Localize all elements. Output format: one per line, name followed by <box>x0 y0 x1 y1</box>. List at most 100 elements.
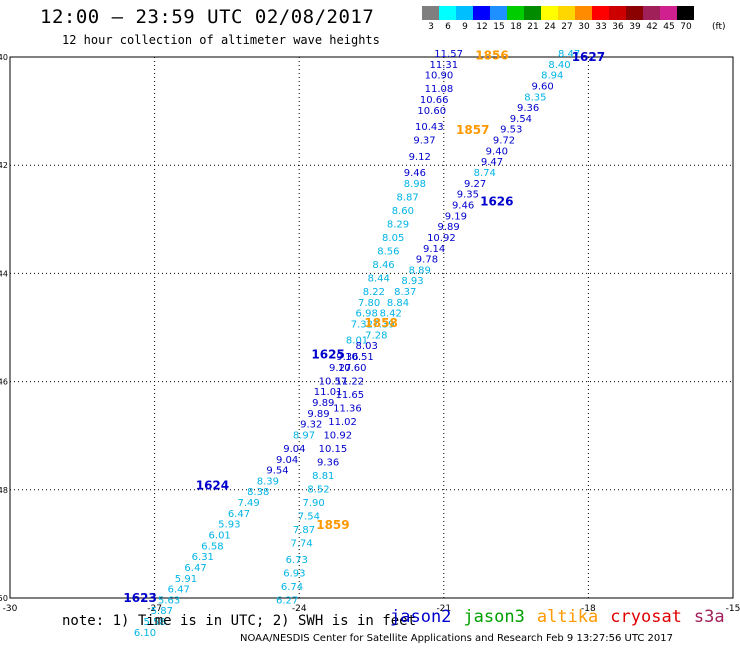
pass-time-label: 1626 <box>480 194 513 208</box>
footer-note: note: 1) Time is in UTC; 2) SWH is in fe… <box>62 613 417 629</box>
swh-data-point: 7.28 <box>365 330 387 341</box>
time-labels-layer: 1856 1627 1857 1626 1858 1625 1624 1859 1623 <box>123 48 605 605</box>
color-scale-label: 30 <box>578 22 590 32</box>
swh-data-point: 9.53 <box>500 125 522 136</box>
color-scale-label: 39 <box>629 22 641 32</box>
swh-data-point: 10.92 <box>323 430 352 441</box>
color-scale-swatch <box>643 6 660 20</box>
swh-data-point: 9.36 <box>317 457 339 468</box>
swh-data-point: 9.60 <box>531 81 553 92</box>
swh-data-point: 6.74 <box>281 582 303 593</box>
swh-data-point: 6.47 <box>228 509 250 520</box>
swh-data-point: 8.40 <box>548 60 570 71</box>
swh-data-point: 8.05 <box>382 233 404 244</box>
swh-data-point: 8.46 <box>372 260 394 271</box>
x-tick-label: -21 <box>436 604 451 614</box>
swh-data-point: 11.22 <box>335 376 364 387</box>
pass-time-label: 1627 <box>572 50 605 64</box>
swh-data-point: 7.90 <box>303 498 325 509</box>
color-scale-label: 18 <box>510 22 522 32</box>
plot-frame <box>9 56 734 599</box>
swh-data-point: 10.60 <box>338 363 367 374</box>
swh-data-point: 9.36 <box>336 352 358 363</box>
points-layer: 11.5711.3110.9011.0810.6610.6010.439.379… <box>134 49 580 639</box>
swh-data-point: 8.56 <box>377 246 399 257</box>
swh-data-point: 10.60 <box>417 106 446 117</box>
color-scale-swatch <box>677 6 694 20</box>
swh-data-point: 6.73 <box>286 555 308 566</box>
color-scale-label: 21 <box>527 22 539 32</box>
swh-data-point: 7.87 <box>293 525 315 536</box>
swh-data-point: 8.81 <box>312 471 334 482</box>
grid-layer <box>10 57 733 598</box>
swh-data-point: 11.01 <box>314 387 343 398</box>
color-scale-swatch <box>524 6 541 20</box>
swh-data-point: 9.89 <box>437 222 459 233</box>
color-scale-label: 6 <box>445 22 451 32</box>
axis-layer: -30 -27 -24 -21 -18 -15 -40 -42 -44 -46 -48 -50 <box>0 53 740 614</box>
y-tick-label: -46 <box>0 378 8 387</box>
legend-item-s3a: s3a <box>693 607 725 627</box>
pass-time-label: 1623 <box>123 591 156 605</box>
color-scale-swatch <box>626 6 643 20</box>
color-scale-label: 36 <box>612 22 624 32</box>
swh-data-point: 10.43 <box>415 122 444 133</box>
footer-credit: NOAA/NESDIS Center for Satellite Applica… <box>240 633 673 644</box>
swh-data-point: 8.42 <box>380 309 402 320</box>
swh-data-point: 5.63 <box>158 595 180 606</box>
swh-data-point: 8.60 <box>392 206 414 217</box>
pass-time-label: 1858 <box>364 316 397 330</box>
swh-data-point: 5.58 <box>143 617 165 628</box>
swh-data-point: 9.54 <box>510 114 532 125</box>
color-scale-swatch <box>609 6 626 20</box>
pass-time-label: 1856 <box>475 48 508 62</box>
swh-data-point: 6.47 <box>168 585 190 596</box>
color-scale-swatch <box>456 6 473 20</box>
x-tick-label: -30 <box>3 604 18 614</box>
color-scale-label: 33 <box>595 22 607 32</box>
swh-data-point: 9.35 <box>457 190 479 201</box>
swh-data-point: 6.10 <box>134 628 156 639</box>
swh-data-point: 8.47 <box>558 49 580 60</box>
swh-data-point: 9.04 <box>276 455 298 466</box>
color-scale-swatch <box>541 6 558 20</box>
swh-data-point: 11.08 <box>425 84 454 95</box>
color-scale-swatch <box>660 6 677 20</box>
swh-data-point: 6.47 <box>184 563 206 574</box>
x-tick-label: -15 <box>726 604 740 614</box>
swh-data-point: 8.97 <box>293 430 315 441</box>
color-scale-swatch <box>490 6 507 20</box>
y-tick-label: -44 <box>0 269 8 278</box>
pass-time-label: 1857 <box>456 123 489 137</box>
swh-data-point: 8.89 <box>409 265 431 276</box>
color-scale-swatch <box>575 6 592 20</box>
swh-data-point: 10.92 <box>427 233 456 244</box>
swh-data-point: 5.91 <box>175 574 197 585</box>
swh-data-point: 8.03 <box>356 341 378 352</box>
legend-item-jason2: jason2 <box>390 607 452 627</box>
swh-data-point: 11.36 <box>333 403 362 414</box>
swh-data-point: 6.58 <box>201 541 223 552</box>
swh-data-point: 9.14 <box>423 244 445 255</box>
swh-data-point: 9.37 <box>413 136 435 147</box>
legend-item-altika: altika <box>536 607 599 627</box>
swh-data-point: 9.36 <box>517 103 539 114</box>
swh-data-point: 8.01 <box>346 336 368 347</box>
swh-data-point: 8.35 <box>524 92 546 103</box>
color-scale-swatch <box>439 6 456 20</box>
swh-data-point: 11.57 <box>434 49 463 60</box>
color-scale-label: 42 <box>646 22 658 32</box>
satellite-legend: jason2 jason3 altika cryosat s3a <box>390 607 737 627</box>
swh-data-point: 9.19 <box>445 211 467 222</box>
legend-item-jason3: jason3 <box>463 607 525 627</box>
y-tick-label: -48 <box>0 486 8 495</box>
swh-data-point: 9.12 <box>409 152 431 163</box>
chart-title: 12:00 – 23:59 UTC 02/08/2017 <box>40 6 375 28</box>
swh-data-point: 6.27 <box>276 595 298 606</box>
swh-data-point: 9.27 <box>464 179 486 190</box>
swh-data-point: 8.39 <box>257 476 279 487</box>
pass-time-label: 1624 <box>196 478 229 492</box>
color-scale-swatch <box>422 6 439 20</box>
swh-data-point: 11.65 <box>335 390 364 401</box>
